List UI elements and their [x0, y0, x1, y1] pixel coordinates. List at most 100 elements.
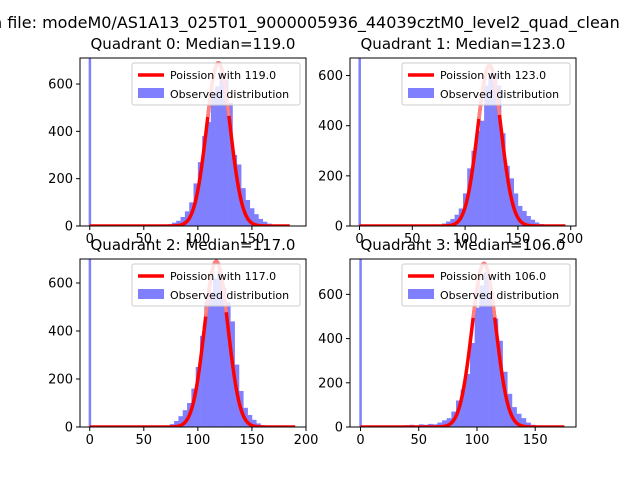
axes-frame: [349, 258, 577, 428]
panel-title: Quadrant 2: Median=117.0: [91, 236, 296, 254]
histogram-bar: [210, 93, 216, 226]
quadrant-3-plot: 0 50 100 150 0 200 400 600 Poission with 106.0 Ob…: [318, 236, 577, 448]
histogram-zero-bin: [358, 58, 361, 226]
legend-box: [131, 263, 301, 307]
x-tick-label: 200: [558, 232, 583, 247]
legend: Poission with 117.0 Observed distribution: [131, 263, 301, 307]
histogram-zero-bin: [359, 259, 362, 427]
panel-title: Quadrant 0: Median=119.0: [91, 35, 296, 53]
x-tick-label: 150: [240, 433, 265, 448]
legend-box: [131, 62, 301, 106]
legend-label-poisson: Poission with 119.0: [170, 69, 276, 82]
poisson-curve: [88, 60, 291, 226]
histogram-bar: [469, 343, 475, 427]
histogram-bar: [225, 302, 231, 427]
y-tick-label: 200: [48, 373, 73, 388]
x-tick-label: 50: [136, 232, 153, 247]
histogram-bar: [479, 285, 485, 427]
histogram-bar: [206, 121, 212, 226]
x-tick-label: 50: [410, 433, 427, 448]
histogram-bar: [437, 422, 443, 427]
histogram-bar: [197, 162, 203, 226]
y-tick-label: 400: [318, 119, 343, 134]
y-tick-label: 200: [318, 169, 343, 184]
legend-label-poisson: Poission with 123.0: [440, 69, 546, 82]
histogram-bar: [217, 271, 222, 427]
legend-patch-swatch: [138, 289, 164, 299]
panel-title: Quadrant 1: Median=123.0: [361, 35, 566, 53]
quadrant-2-plot: 0 50 100 150 200 0 200 400 600 Poission with 117.…: [48, 236, 318, 448]
histogram-bar: [483, 272, 489, 427]
x-tick-label: 100: [185, 433, 210, 448]
quadrant-1-plot: 0 50 100 150 200 0 200 400 600 Poission with 123.…: [318, 35, 583, 247]
histogram-bar: [182, 410, 188, 427]
histogram-bar: [521, 418, 527, 427]
histogram-bar: [492, 73, 498, 226]
y-tick-label: 600: [318, 288, 343, 303]
histogram-zero-bin: [88, 259, 92, 427]
x-tick-label: 200: [294, 433, 319, 448]
legend-box: [401, 263, 571, 307]
histogram-bar: [501, 133, 506, 226]
histogram-bar: [174, 421, 179, 427]
histogram-bar: [517, 205, 523, 226]
x-tick-label: 150: [240, 232, 265, 247]
legend-label-poisson: Poission with 106.0: [440, 270, 546, 283]
y-tick-label: 0: [335, 421, 343, 436]
y-tick-label: 0: [65, 421, 73, 436]
histogram-bar: [245, 199, 251, 226]
histogram-bar: [195, 367, 201, 427]
histogram-bar: [219, 72, 225, 226]
legend-patch-swatch: [138, 88, 164, 98]
y-tick-label: 600: [48, 78, 73, 93]
legend-patch-swatch: [408, 289, 434, 299]
histogram-bar: [223, 79, 229, 226]
histogram-bar: [525, 422, 531, 427]
x-tick-label: 100: [465, 433, 490, 448]
x-tick-label: 150: [523, 433, 548, 448]
y-tick-label: 200: [48, 172, 73, 187]
histogram-bar: [530, 219, 536, 226]
legend-box: [401, 62, 571, 106]
histogram-bar: [488, 292, 494, 427]
legend-label-observed: Observed distribution: [440, 88, 559, 101]
histogram-bar: [471, 150, 476, 226]
axes-frame: [79, 258, 307, 428]
histogram-bar: [228, 102, 233, 226]
quadrant-0-plot: 0 50 100 150 0 200 400 600 Poission with 119.0 Ob…: [48, 35, 307, 247]
histogram-bar: [460, 389, 466, 427]
histogram-bar: [475, 130, 481, 226]
histogram-bar: [232, 155, 238, 226]
x-tick-label: 0: [355, 232, 363, 247]
y-tick-label: 400: [318, 332, 343, 347]
x-tick-label: 150: [506, 232, 531, 247]
legend: Poission with 106.0 Observed distribution: [401, 263, 571, 307]
histogram-bar: [180, 217, 186, 226]
y-tick-label: 0: [335, 220, 343, 235]
histogram-bar: [208, 292, 214, 427]
histogram-bar: [497, 340, 503, 427]
histogram-bar: [258, 218, 264, 226]
histogram-bar: [496, 85, 502, 226]
x-tick-label: 0: [86, 232, 94, 247]
y-tick-label: 400: [48, 125, 73, 140]
histogram-bar: [450, 218, 455, 226]
histogram-bar: [442, 420, 447, 427]
histogram-bar: [526, 215, 531, 226]
x-tick-label: 100: [185, 232, 210, 247]
histogram-bar: [247, 415, 253, 427]
histogram-bar: [262, 221, 268, 226]
x-tick-label: 100: [453, 232, 478, 247]
histogram-bar: [446, 221, 451, 226]
histogram-bar: [479, 120, 485, 226]
histogram-bar: [221, 287, 227, 427]
histogram-bar: [522, 210, 527, 226]
axes-frame: [349, 57, 577, 227]
histogram-bar: [493, 318, 499, 427]
x-tick-label: 0: [356, 433, 364, 448]
x-tick-label: 0: [86, 433, 94, 448]
y-tick-label: 200: [318, 376, 343, 391]
histogram-bar: [202, 136, 207, 226]
x-tick-label: 50: [404, 232, 421, 247]
